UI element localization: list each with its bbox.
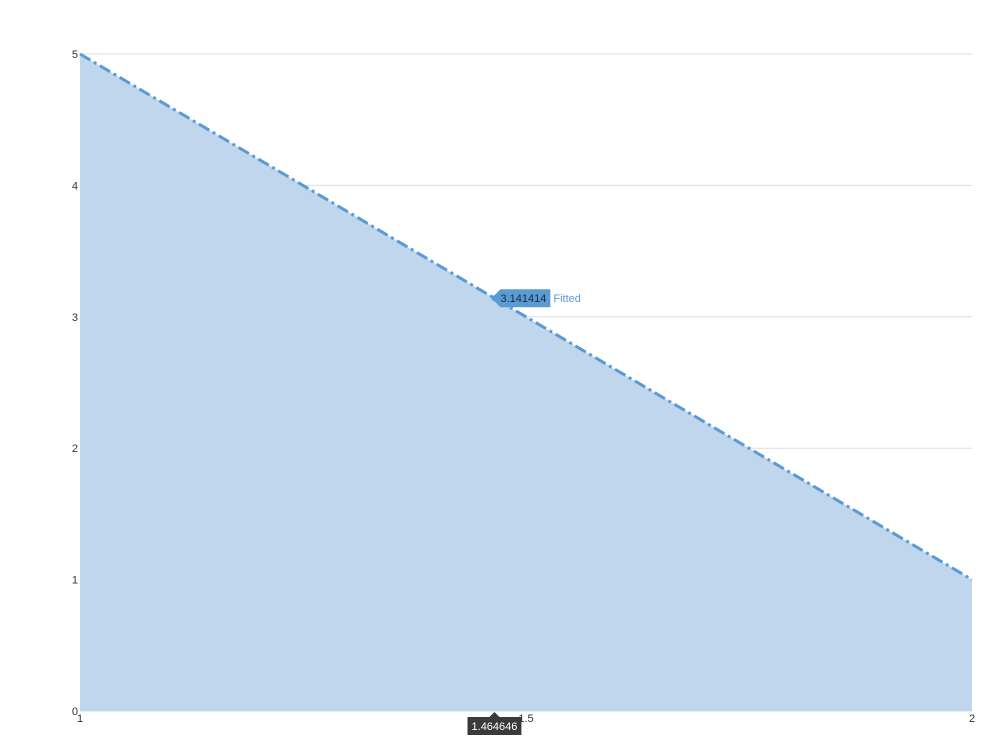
y-tick-label: 3 (72, 312, 78, 324)
y-crosshair-tooltip: 3.141414 Fitted (491, 289, 581, 308)
y-tick-label: 5 (72, 49, 78, 61)
y-tick-label: 0 (72, 706, 78, 718)
series-area-0 (80, 54, 972, 711)
series-line-0 (79, 52, 973, 581)
y-tick-label: 4 (72, 180, 78, 192)
y-tick-label: 2 (72, 443, 78, 455)
x-tick-label: 1 (77, 713, 83, 725)
x-tooltip-background (467, 712, 522, 735)
y-tooltip-series-name: Fitted (553, 293, 581, 305)
x-tick-label: 1.5 (518, 713, 533, 725)
x-tick-label: 2 (969, 713, 975, 725)
y-tick-label: 1 (72, 575, 78, 587)
area-layer (80, 54, 972, 711)
x-tooltip-value: 1.464646 (472, 721, 518, 733)
x-crosshair-tooltip: 1.464646 (467, 712, 522, 735)
y-tooltip-value: 3.141414 (500, 293, 546, 305)
y-tooltip-background (491, 289, 551, 308)
